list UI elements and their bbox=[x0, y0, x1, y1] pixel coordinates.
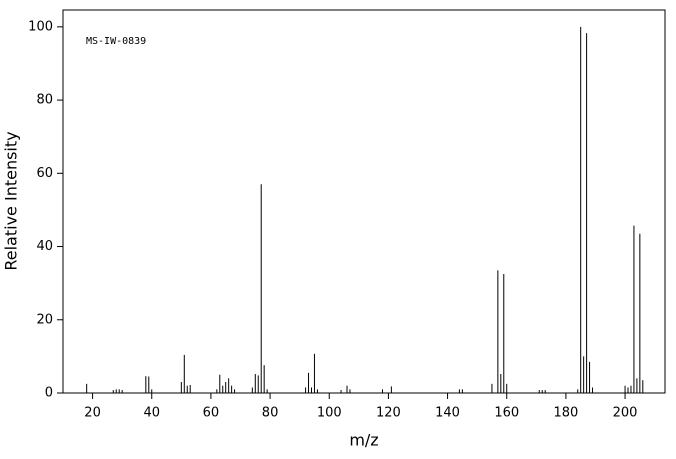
x-tick-label: 120 bbox=[376, 406, 401, 421]
y-tick-label: 80 bbox=[36, 93, 53, 108]
x-tick-label: 60 bbox=[203, 406, 220, 421]
y-tick-label: 20 bbox=[36, 312, 53, 327]
x-axis-label: m/z bbox=[349, 431, 378, 450]
x-tick-label: 140 bbox=[435, 406, 460, 421]
plot-frame bbox=[62, 9, 666, 394]
x-tick-label: 100 bbox=[317, 406, 342, 421]
y-tick-label: 100 bbox=[28, 19, 53, 34]
x-tick-label: 180 bbox=[553, 406, 578, 421]
x-tick-label: 200 bbox=[613, 406, 638, 421]
x-tick-label: 40 bbox=[143, 406, 160, 421]
y-tick-label: 0 bbox=[45, 386, 53, 401]
y-axis-label: Relative Intensity bbox=[2, 131, 21, 270]
y-tick-label: 40 bbox=[36, 239, 53, 254]
x-tick-label: 20 bbox=[84, 406, 101, 421]
y-tick-label: 60 bbox=[36, 166, 53, 181]
x-tick-label: 160 bbox=[494, 406, 519, 421]
x-tick-label: 80 bbox=[262, 406, 279, 421]
annotation: MS-IW-0839 bbox=[86, 36, 146, 47]
